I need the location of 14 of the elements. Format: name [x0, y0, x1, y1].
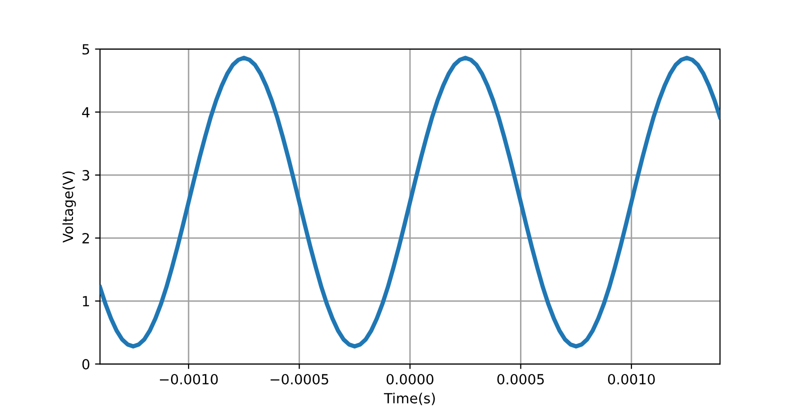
y-tick-label: 0 — [82, 358, 90, 370]
y-tick-label: 5 — [82, 44, 90, 55]
x-tick-label: 0.0010 — [608, 374, 655, 384]
y-tick-label: 3 — [82, 170, 90, 181]
y-tick-label: 2 — [82, 233, 89, 244]
x-axis-title: Time(s) — [384, 392, 435, 406]
x-tick-label: 0.0000 — [386, 374, 434, 384]
x-tick-label: −0.0010 — [160, 374, 218, 384]
y-axis-title: Voltage(V) — [62, 172, 76, 243]
y-tick-label: 1 — [82, 296, 89, 306]
x-tick-label: −0.0005 — [270, 374, 328, 384]
line-series — [100, 56, 720, 348]
x-tick-label: 0.0005 — [497, 374, 544, 384]
y-tick-label: 4 — [82, 107, 90, 118]
